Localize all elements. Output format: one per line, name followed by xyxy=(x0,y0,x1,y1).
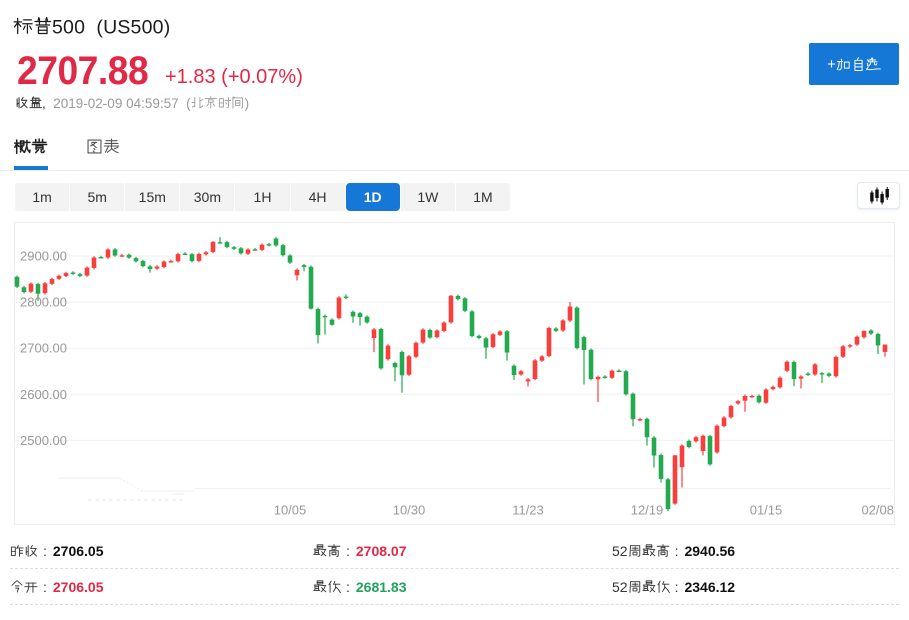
svg-text:02/08: 02/08 xyxy=(861,503,894,518)
svg-text:11/23: 11/23 xyxy=(512,503,544,518)
svg-text:2800.00: 2800.00 xyxy=(20,295,67,310)
svg-text:10/30: 10/30 xyxy=(393,503,426,518)
svg-text:01/15: 01/15 xyxy=(750,503,783,518)
svg-text:2600.00: 2600.00 xyxy=(20,387,67,402)
svg-text:2700.00: 2700.00 xyxy=(20,341,67,356)
svg-text:2900.00: 2900.00 xyxy=(20,249,67,264)
svg-text:12/19: 12/19 xyxy=(631,503,664,518)
svg-text:10/05: 10/05 xyxy=(274,503,307,518)
svg-text:2500.00: 2500.00 xyxy=(20,433,67,448)
